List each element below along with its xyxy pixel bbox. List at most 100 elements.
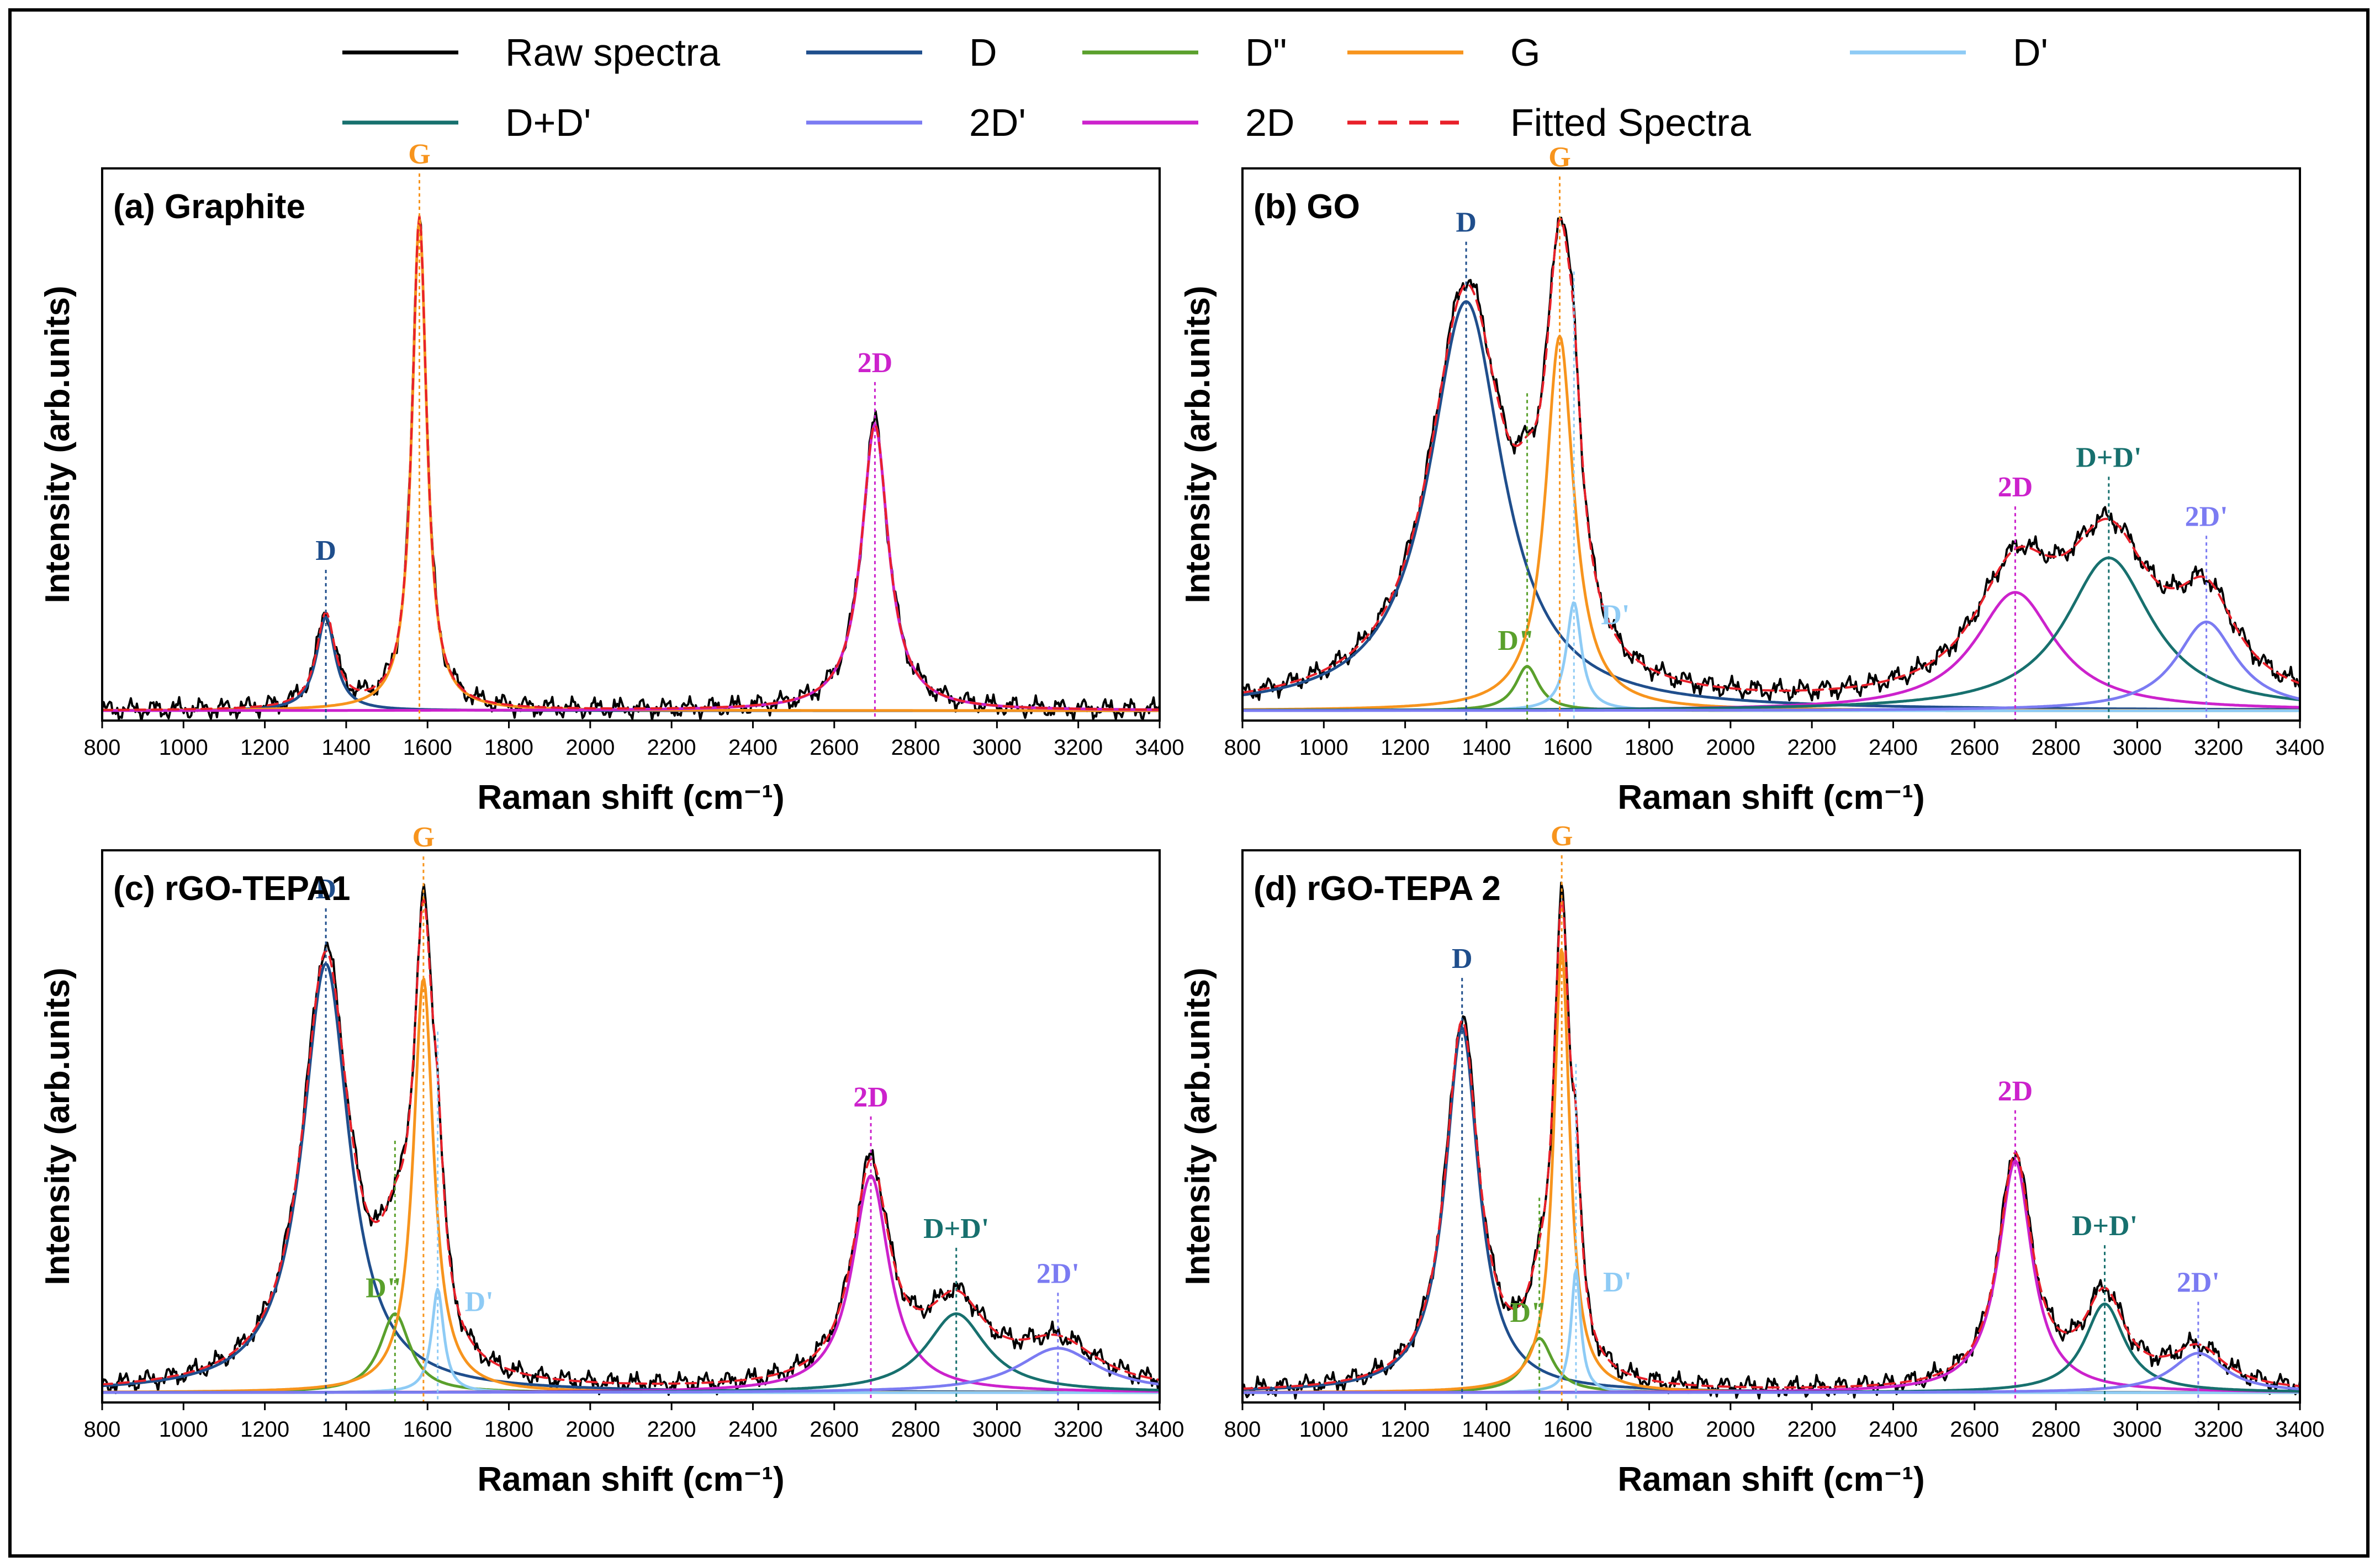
x-tick-label-1400: 1400 xyxy=(321,1417,371,1442)
legend-label-DDp: D+D' xyxy=(505,101,591,144)
x-tick-label-3400: 3400 xyxy=(1135,1417,1184,1442)
plot-box-3 xyxy=(1241,849,2301,1404)
y-axis-label: Intensity (arb.units) xyxy=(39,967,77,1285)
series-peak-2Dp xyxy=(1242,620,2300,712)
x-tick-label-1000: 1000 xyxy=(159,735,208,760)
peak-label-Dpp: D" xyxy=(366,1272,402,1304)
y-axis-label: Intensity (arb.units) xyxy=(1179,967,1217,1285)
plot-box-0 xyxy=(101,167,1161,722)
x-tick-label-3000: 3000 xyxy=(972,1417,1022,1442)
x-tick-label-1600: 1600 xyxy=(1543,1417,1593,1442)
y-axis-label: Intensity (arb.units) xyxy=(39,285,77,603)
x-tick-label-2200: 2200 xyxy=(1787,1417,1837,1442)
x-tick-label-3200: 3200 xyxy=(2194,1417,2243,1442)
x-tick-label-1400: 1400 xyxy=(1462,735,1511,760)
x-tick-label-3400: 3400 xyxy=(2276,735,2325,760)
x-tick-label-1600: 1600 xyxy=(1543,735,1593,760)
plot-area-0 xyxy=(102,215,1160,721)
legend-label-raw: Raw spectra xyxy=(505,31,720,74)
panel-title: (c) rGO-TEPA1 xyxy=(113,870,350,908)
plot-area-1 xyxy=(1242,216,2300,712)
legend-label-D: D xyxy=(969,31,997,74)
legend-label-Dp: D' xyxy=(2013,31,2048,74)
x-tick-label-800: 800 xyxy=(1224,735,1261,760)
x-tick-label-2600: 2600 xyxy=(810,735,859,760)
x-tick-label-1000: 1000 xyxy=(1299,1417,1348,1442)
x-tick-label-1800: 1800 xyxy=(1625,1417,1674,1442)
peak-label-2Dp: 2D' xyxy=(1036,1258,1080,1289)
x-tick-label-2400: 2400 xyxy=(1869,735,1918,760)
legend-label-Dpp: D" xyxy=(1245,31,1287,74)
x-tick-label-2600: 2600 xyxy=(1950,1417,1999,1442)
series-fitted-spectra xyxy=(1242,218,2300,694)
plot-area-2 xyxy=(102,883,1160,1396)
panel-0: D G 2D 800 1000 1200 1400 1600 1800 2000 2200 2400 2… xyxy=(39,139,1184,817)
peak-label-Dp: D' xyxy=(1601,600,1630,631)
x-tick-label-2200: 2200 xyxy=(647,1417,696,1442)
peak-label-2Dp: 2D' xyxy=(2177,1267,2220,1299)
panel-title: (d) rGO-TEPA 2 xyxy=(1254,870,1501,908)
panel-title: (b) GO xyxy=(1254,188,1360,226)
x-tick-label-1000: 1000 xyxy=(1299,735,1348,760)
x-tick-label-1400: 1400 xyxy=(321,735,371,760)
peak-label-D: D xyxy=(315,874,336,905)
series-peak-D xyxy=(1242,300,2300,711)
legend-label-2D: 2D xyxy=(1245,101,1294,144)
series-peak-2D xyxy=(102,423,1160,712)
x-tick-label-800: 800 xyxy=(84,735,121,760)
peak-label-DDp: D+D' xyxy=(2072,1210,2138,1242)
x-tick-label-1800: 1800 xyxy=(1625,735,1674,760)
series-fitted-spectra xyxy=(102,898,1160,1386)
peak-label-D: D xyxy=(315,535,336,567)
series-peak-2Dp xyxy=(102,1347,1160,1394)
x-tick-label-3400: 3400 xyxy=(1135,735,1184,760)
x-tick-label-1200: 1200 xyxy=(1381,735,1430,760)
peak-label-D: D xyxy=(1456,207,1477,239)
x-tick-label-1400: 1400 xyxy=(1462,1417,1511,1442)
panels: D G 2D 800 1000 1200 1400 1600 1800 2000 2200 2400 2… xyxy=(39,139,2324,1499)
x-tick-label-2800: 2800 xyxy=(2032,735,2081,760)
plot-area-3 xyxy=(1242,881,2300,1400)
series-peak-2Dp xyxy=(1242,1352,2300,1394)
x-tick-label-2400: 2400 xyxy=(728,1417,778,1442)
x-tick-label-3200: 3200 xyxy=(2194,735,2243,760)
x-tick-label-800: 800 xyxy=(84,1417,121,1442)
peak-label-Dpp: D" xyxy=(1498,625,1534,657)
x-tick-label-2800: 2800 xyxy=(891,1417,940,1442)
panel-2: D G D" D' 2D D+D' 2D' 800 1000 1200 1400 1600 1800 20… xyxy=(39,822,1184,1499)
x-tick-label-2600: 2600 xyxy=(810,1417,859,1442)
series-fitted-spectra xyxy=(1242,898,2300,1390)
x-tick-label-3000: 3000 xyxy=(2113,1417,2162,1442)
y-axis-label: Intensity (arb.units) xyxy=(1179,285,1217,603)
peak-label-2D: 2D xyxy=(858,347,893,379)
series-fitted-spectra xyxy=(102,215,1160,711)
x-tick-label-2600: 2600 xyxy=(1950,735,1999,760)
peak-label-DDp: D+D' xyxy=(2076,442,2141,473)
plot-box-1 xyxy=(1241,167,2301,722)
x-tick-label-1600: 1600 xyxy=(403,1417,452,1442)
x-axis-label: Raman shift (cm⁻¹) xyxy=(1617,779,1924,817)
plot-box-2 xyxy=(101,849,1161,1404)
peak-label-G: G xyxy=(412,822,435,853)
x-tick-label-2200: 2200 xyxy=(647,735,696,760)
x-tick-label-1800: 1800 xyxy=(484,1417,533,1442)
peak-label-Dp: D' xyxy=(1603,1267,1632,1298)
peak-label-Dpp: D" xyxy=(1510,1297,1546,1328)
figure-frame xyxy=(8,8,2370,1558)
x-tick-label-2000: 2000 xyxy=(1706,1417,1755,1442)
x-tick-label-3000: 3000 xyxy=(972,735,1022,760)
x-axis-label: Raman shift (cm⁻¹) xyxy=(1617,1460,1924,1499)
series-raw-spectra xyxy=(102,883,1160,1396)
peak-label-D: D xyxy=(1452,943,1473,975)
x-tick-label-2000: 2000 xyxy=(565,1417,615,1442)
x-axis-label: Raman shift (cm⁻¹) xyxy=(477,779,784,817)
legend-label-fit: Fitted Spectra xyxy=(1510,101,1751,144)
x-tick-label-2000: 2000 xyxy=(1706,735,1755,760)
x-tick-label-1600: 1600 xyxy=(403,735,452,760)
x-tick-label-800: 800 xyxy=(1224,1417,1261,1442)
legend: Raw spectra D D" G D' D+D' 2D' 2D Fitted Spectra xyxy=(342,31,2048,144)
x-tick-label-1200: 1200 xyxy=(240,1417,289,1442)
x-tick-label-1000: 1000 xyxy=(159,1417,208,1442)
legend-label-G: G xyxy=(1510,31,1540,74)
